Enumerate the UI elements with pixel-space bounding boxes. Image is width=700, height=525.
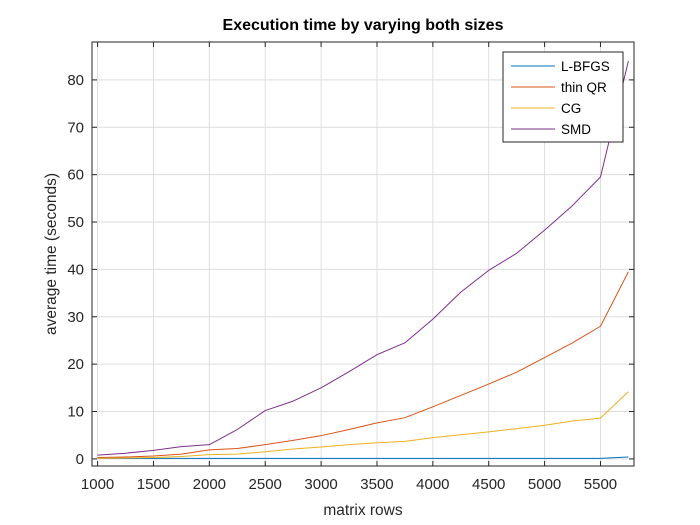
y-tick-label: 80 xyxy=(67,72,84,89)
y-tick-label: 70 xyxy=(67,119,84,136)
x-tick-label: 3500 xyxy=(360,476,393,493)
x-axis-label: matrix rows xyxy=(323,502,402,519)
series-line-thin-qr xyxy=(97,271,629,458)
series-line-cg xyxy=(97,391,629,459)
x-tick-label: 3000 xyxy=(304,476,337,493)
x-tick-label: 1500 xyxy=(137,476,170,493)
legend-box xyxy=(502,51,624,143)
y-axis-label: average time (seconds) xyxy=(43,173,60,335)
series-line-smd xyxy=(97,60,629,456)
y-tick-label: 30 xyxy=(67,309,84,326)
axis-ticks: 1000 1500 2000 2500 3000 3500 4000 4500 5000 5500… xyxy=(67,42,634,493)
y-tick-label: 60 xyxy=(67,167,84,184)
legend-label-l-bfgs: L-BFGS xyxy=(561,59,610,74)
legend-label-smd: SMD xyxy=(561,122,591,137)
series-lines xyxy=(97,60,629,459)
legend-label-thin-qr: thin QR xyxy=(561,80,607,95)
y-tick-label: 10 xyxy=(67,404,84,421)
x-tick-label: 1000 xyxy=(81,476,114,493)
legend: L-BFGS thin QR CG SMD xyxy=(502,51,624,143)
x-tick-label: 2000 xyxy=(193,476,226,493)
series-line-l-bfgs xyxy=(97,456,629,459)
x-tick-label: 5000 xyxy=(528,476,561,493)
grid xyxy=(92,42,634,466)
x-tick-label: 4000 xyxy=(416,476,449,493)
y-tick-label: 0 xyxy=(76,451,84,468)
x-tick-label: 5500 xyxy=(584,476,617,493)
x-tick-label: 2500 xyxy=(249,476,282,493)
y-tick-label: 20 xyxy=(67,356,84,373)
chart-title: Execution time by varying both sizes xyxy=(223,17,504,34)
legend-label-cg: CG xyxy=(561,101,581,116)
axes-box xyxy=(91,41,635,467)
x-tick-label: 4500 xyxy=(472,476,505,493)
y-tick-label: 40 xyxy=(67,261,84,278)
y-tick-label: 50 xyxy=(67,214,84,231)
